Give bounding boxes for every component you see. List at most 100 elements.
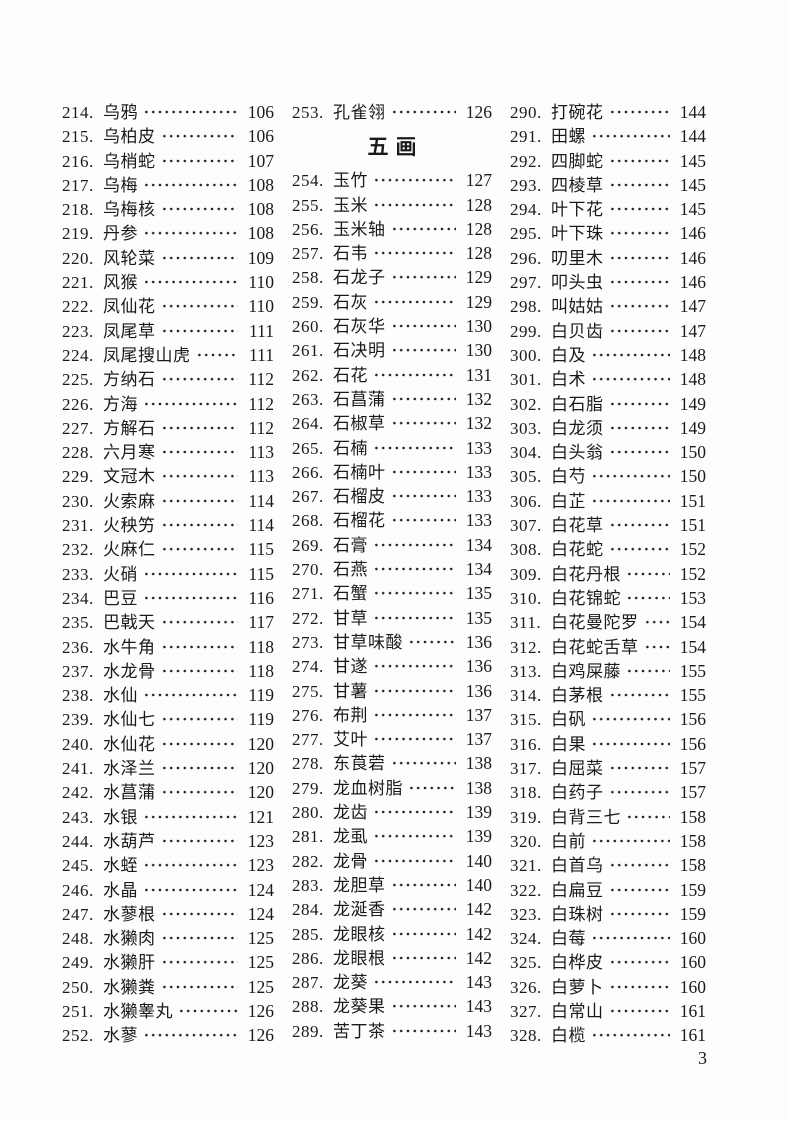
index-entry: 227. 方解石 112 bbox=[62, 415, 274, 441]
dot-leader bbox=[159, 926, 238, 951]
entry-number: 226. bbox=[62, 394, 94, 414]
entry-number: 217. bbox=[62, 175, 94, 195]
entry-name: 风轮菜 bbox=[103, 248, 156, 268]
entry-number: 315. bbox=[510, 710, 542, 730]
index-entry: 310. 白花锦蛇 153 bbox=[510, 585, 706, 611]
entry-number: 289. bbox=[292, 1021, 324, 1041]
index-entry: 267. 石榴皮 133 bbox=[292, 484, 492, 509]
index-entry: 271. 石蟹 135 bbox=[292, 581, 492, 606]
entry-number: 281. bbox=[292, 827, 324, 847]
index-entry: 263. 石菖蒲 132 bbox=[292, 386, 492, 412]
index-entry: 232. 火麻仁 115 bbox=[62, 537, 274, 562]
entry-page: 155 bbox=[679, 685, 706, 706]
entry-name: 乌鸦 bbox=[103, 103, 138, 122]
entry-page: 155 bbox=[679, 660, 706, 681]
index-entry: 328. 白榄 161 bbox=[510, 1023, 706, 1048]
entry-page: 117 bbox=[248, 612, 274, 633]
entry-number: 294. bbox=[510, 200, 542, 220]
entry-page: 158 bbox=[679, 830, 706, 851]
index-entry: 221. 风猴 110 bbox=[62, 270, 274, 295]
entry-page: 126 bbox=[247, 1000, 274, 1021]
entry-page: 118 bbox=[248, 636, 274, 657]
dot-leader bbox=[389, 216, 456, 242]
entry-number: 277. bbox=[292, 730, 324, 750]
index-entry: 246. 水晶 124 bbox=[62, 877, 274, 902]
entry-page: 138 bbox=[465, 753, 492, 774]
index-column-2: 253. 孔雀翎 126 五画 254. 玉竹 127 255. 玉米 128 256. 玉米轴 128… bbox=[292, 100, 492, 1048]
index-entry: 325. 白桦皮 160 bbox=[510, 950, 706, 975]
entry-name: 文冠木 bbox=[103, 467, 156, 487]
dot-leader bbox=[142, 877, 238, 902]
dot-leader bbox=[159, 634, 238, 659]
entry-name: 甘草味酸 bbox=[333, 632, 403, 652]
index-entry: 258. 石龙子 129 bbox=[292, 265, 492, 290]
entry-name: 石蟹 bbox=[333, 584, 368, 604]
dot-leader bbox=[389, 459, 456, 485]
index-entry: 275. 甘薯 136 bbox=[292, 678, 492, 703]
index-entry: 254. 玉竹 127 bbox=[292, 168, 492, 193]
dot-leader bbox=[372, 557, 456, 582]
entry-page: 160 bbox=[679, 928, 706, 949]
entry-number: 291. bbox=[510, 127, 542, 147]
entry-name: 水蓼 bbox=[103, 1026, 138, 1046]
dot-leader bbox=[389, 921, 456, 946]
dot-leader bbox=[590, 1023, 670, 1048]
dot-leader bbox=[159, 950, 238, 975]
entry-page: 106 bbox=[247, 102, 274, 122]
entry-page: 112 bbox=[248, 393, 274, 414]
dot-leader bbox=[389, 1018, 456, 1043]
entry-number: 318. bbox=[510, 783, 542, 803]
entry-page: 156 bbox=[679, 733, 706, 754]
section-header: 五画 bbox=[367, 135, 424, 160]
entry-page: 116 bbox=[248, 587, 274, 608]
index-entry: 270. 石燕 134 bbox=[292, 557, 492, 582]
index-entry: 277. 艾叶 137 bbox=[292, 727, 492, 752]
index-column-1: 214. 乌鸦 106 215. 乌柏皮 106 216. 乌梢蛇 107 217. 乌梅 108 21… bbox=[62, 100, 274, 1048]
index-entry: 282. 龙骨 140 bbox=[292, 848, 492, 873]
entry-name: 水仙七 bbox=[103, 710, 156, 730]
index-entry: 251. 水獭睾丸 126 bbox=[62, 998, 274, 1024]
entry-number: 252. bbox=[62, 1026, 94, 1046]
entry-number: 313. bbox=[510, 661, 542, 681]
index-entry: 245. 水蛭 123 bbox=[62, 853, 274, 878]
dot-leader bbox=[159, 464, 238, 489]
dot-leader bbox=[372, 532, 456, 558]
index-column-3: 290. 打碗花 144 291. 田螺 144 292. 四脚蛇 145 293. 四棱草 145 2… bbox=[510, 100, 706, 1048]
dot-leader bbox=[590, 707, 670, 732]
dot-leader bbox=[142, 391, 238, 416]
index-entry: 302. 白石脂 149 bbox=[510, 391, 706, 416]
dot-leader bbox=[389, 994, 456, 1019]
dot-leader bbox=[159, 537, 238, 562]
entry-page: 150 bbox=[679, 466, 706, 487]
dot-leader bbox=[625, 658, 670, 684]
index-entry: 285. 龙眼核 142 bbox=[292, 921, 492, 946]
entry-number: 326. bbox=[510, 977, 542, 997]
entry-page: 156 bbox=[679, 709, 706, 730]
entry-page: 145 bbox=[679, 150, 706, 171]
entry-name: 水仙 bbox=[103, 686, 138, 706]
entry-page: 108 bbox=[247, 174, 274, 195]
entry-name: 乌梅核 bbox=[103, 200, 156, 220]
entry-page: 120 bbox=[247, 782, 274, 803]
entry-number: 271. bbox=[292, 584, 324, 604]
entry-name: 凤尾搜山虎 bbox=[103, 345, 191, 365]
entry-name: 白贝齿 bbox=[551, 321, 604, 341]
index-entry: 288. 龙葵果 143 bbox=[292, 994, 492, 1019]
dot-leader bbox=[142, 221, 238, 246]
dot-leader bbox=[590, 926, 670, 951]
entry-page: 157 bbox=[679, 758, 706, 779]
dot-leader bbox=[372, 824, 456, 849]
dot-leader bbox=[159, 148, 238, 173]
index-entry: 283. 龙胆草 140 bbox=[292, 872, 492, 898]
entry-page: 140 bbox=[465, 874, 492, 895]
entry-page: 112 bbox=[248, 369, 274, 390]
index-entry: 322. 白扁豆 159 bbox=[510, 877, 706, 902]
entry-name: 白术 bbox=[551, 370, 586, 390]
entry-page: 160 bbox=[679, 952, 706, 973]
dot-leader bbox=[142, 683, 238, 708]
dot-leader bbox=[194, 342, 238, 368]
dot-leader bbox=[159, 610, 238, 635]
dot-leader bbox=[607, 537, 670, 562]
dot-leader bbox=[159, 245, 238, 271]
entry-page: 110 bbox=[248, 296, 274, 317]
